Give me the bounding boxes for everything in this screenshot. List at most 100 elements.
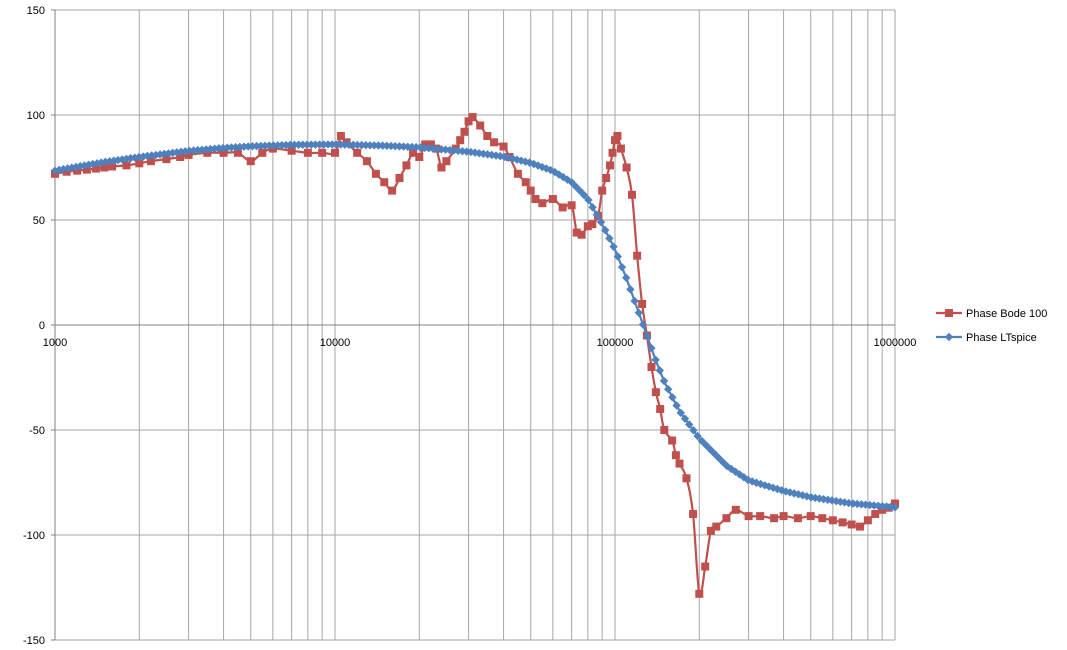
data-point (185, 146, 194, 156)
data-point (626, 285, 635, 294)
data-point (548, 195, 557, 203)
data-point (735, 470, 744, 479)
data-point (779, 512, 788, 521)
data-point (82, 165, 91, 174)
data-point (546, 165, 555, 175)
data-point (73, 166, 82, 175)
data-point (517, 156, 526, 165)
legend-label: Phase Bode 100 (966, 308, 1047, 320)
data-point (588, 203, 597, 212)
data-point (362, 157, 371, 166)
data-point (101, 157, 110, 167)
data-point (601, 225, 610, 235)
data-point (710, 449, 719, 458)
data-point (647, 363, 656, 371)
data-point (402, 161, 411, 170)
data-point (697, 436, 706, 446)
data-point (664, 385, 673, 394)
data-point (331, 148, 339, 157)
data-point (598, 186, 607, 195)
data-point (580, 191, 589, 200)
data-point (660, 426, 669, 434)
data-point (442, 157, 451, 166)
data-point (605, 234, 614, 243)
x-tick-label: 100000 (597, 337, 634, 349)
data-point (476, 121, 485, 130)
data-point (508, 154, 517, 163)
data-point (336, 132, 345, 140)
data-point (287, 146, 296, 155)
data-point (856, 522, 865, 531)
data-point (88, 159, 97, 169)
data-point (380, 178, 389, 187)
data-point (445, 145, 454, 155)
data-point (550, 167, 559, 177)
data-point (806, 512, 815, 521)
data-point (302, 140, 312, 149)
data-point (606, 161, 615, 170)
data-point (531, 195, 540, 203)
data-point (395, 142, 404, 151)
data-point (861, 500, 870, 509)
data-point (671, 451, 680, 460)
data-point (248, 142, 257, 151)
data-point (706, 526, 715, 535)
data-point (613, 252, 622, 261)
legend-marker (944, 332, 954, 342)
data-point (676, 408, 685, 418)
data-point (793, 514, 802, 523)
data-point (584, 195, 593, 205)
y-tick-label: 0 (39, 320, 45, 332)
data-point (798, 491, 807, 500)
data-point (777, 486, 786, 495)
data-point (668, 393, 677, 402)
data-point (416, 143, 425, 152)
data-point (608, 148, 617, 157)
data-point (722, 514, 731, 523)
data-point (525, 158, 534, 167)
data-point (701, 440, 711, 450)
data-point (319, 140, 328, 149)
data-point (538, 162, 547, 172)
data-point (865, 500, 874, 510)
y-tick-label: -150 (23, 635, 45, 647)
data-point (871, 510, 880, 518)
data-point (685, 420, 694, 429)
data-point (91, 164, 100, 173)
y-tick-label: -100 (23, 530, 45, 542)
data-point (490, 138, 499, 147)
data-point (748, 477, 757, 486)
data-point (819, 494, 828, 504)
data-point (571, 182, 580, 191)
data-point (838, 518, 847, 527)
data-point (233, 148, 242, 157)
data-point (823, 495, 832, 505)
data-point (770, 514, 779, 523)
data-point (559, 172, 568, 182)
data-point (689, 510, 698, 518)
x-tick-label: 1000000 (874, 337, 917, 349)
data-point (464, 117, 473, 126)
data-point (616, 144, 625, 153)
data-point (415, 153, 424, 161)
data-point (303, 148, 312, 157)
data-point (100, 163, 109, 172)
data-point (206, 144, 215, 154)
data-point (739, 473, 748, 482)
x-tick-label: 10000 (320, 337, 351, 349)
data-point (680, 414, 690, 423)
data-point (122, 154, 131, 164)
data-point (611, 136, 619, 145)
data-point (146, 157, 155, 166)
y-tick-label: -50 (29, 425, 45, 437)
data-point (634, 308, 643, 317)
data-point (318, 148, 327, 157)
data-point (781, 487, 790, 496)
data-point (712, 522, 721, 531)
data-point (727, 464, 736, 474)
data-point (256, 141, 265, 151)
data-point (656, 405, 665, 413)
data-point (853, 499, 862, 509)
data-point (437, 163, 446, 172)
